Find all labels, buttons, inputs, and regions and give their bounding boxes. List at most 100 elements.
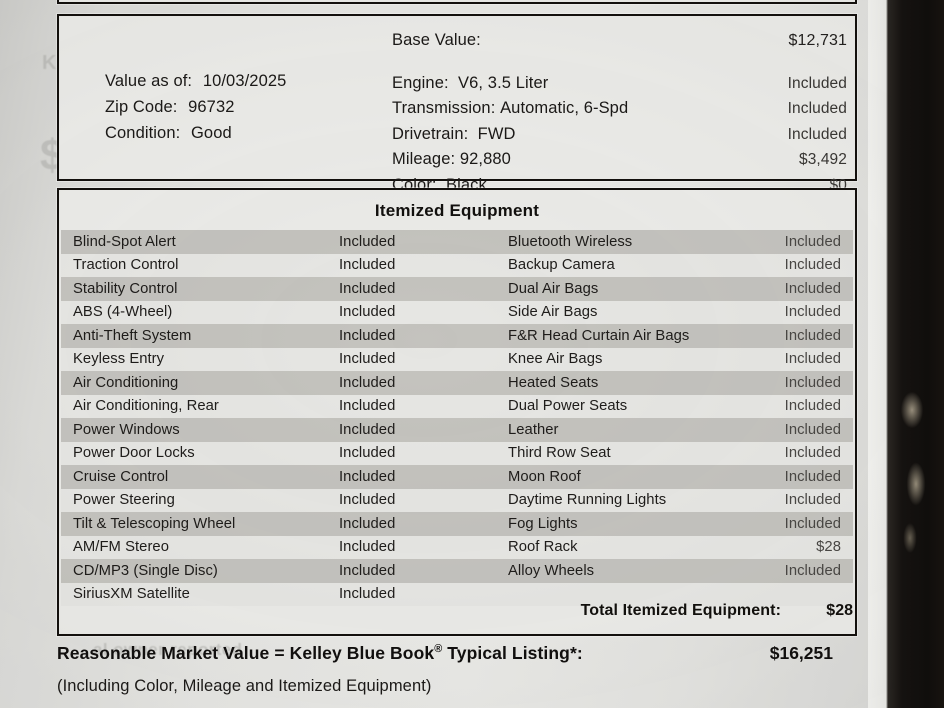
equipment-value-right: Included [784, 374, 841, 391]
base-value-label: Base Value: [392, 31, 481, 49]
equipment-value-right: Included [784, 351, 841, 368]
equipment-name-right: Bluetooth Wireless [508, 233, 633, 250]
equipment-value-right: Included [784, 492, 841, 509]
equipment-value-right: Included [784, 562, 841, 579]
value-as-of-value: 10/03/2025 [202, 72, 287, 90]
zip-code-label: Zip Code: [105, 98, 178, 116]
equipment-name-right: Moon Roof [508, 468, 581, 485]
equipment-value-left: Included [339, 233, 396, 250]
total-itemized-equipment-label: Total Itemized Equipment: [580, 602, 781, 619]
equipment-name-right: Leather [508, 421, 559, 438]
table-row: Power Windows Included Leather Included [61, 418, 853, 442]
equipment-value-right: Included [784, 468, 841, 485]
equipment-value-right: Included [784, 327, 841, 344]
equipment-value-right: Included [784, 233, 841, 250]
table-row: ABS (4-Wheel) Included Side Air Bags Includ… [61, 300, 853, 324]
valuation-parameters: Value as of: 10/03/2025 Zip Code: 96732 … [105, 68, 286, 146]
value-as-of-row: Value as of: 10/03/2025 [105, 68, 286, 94]
equipment-name-left: Tilt & Telescoping Wheel [73, 515, 236, 532]
equipment-value-left: Included [339, 398, 396, 415]
equipment-table: Blind-Spot Alert Included Bluetooth Wirele… [61, 230, 853, 606]
reasonable-market-value-row: Reasonable Market Value = Kelley Blue Bo… [57, 643, 857, 664]
base-value-amount: $12,731 [788, 32, 847, 49]
equipment-value-left: Included [339, 562, 396, 579]
condition-value: Good [191, 124, 232, 142]
equipment-name-left: Keyless Entry [73, 351, 165, 368]
equipment-value-left: Included [339, 445, 396, 462]
equipment-name-right: Alloy Wheels [508, 562, 595, 579]
table-row: Air Conditioning, Rear Included Dual Power… [61, 394, 853, 418]
engine-text: Engine: V6, 3.5 Liter [392, 73, 549, 92]
equipment-name-right: Side Air Bags [508, 304, 598, 321]
table-row: Power Door Locks Included Third Row Seat In… [61, 441, 853, 465]
equipment-value-left: Included [339, 351, 396, 368]
footer-note: (Including Color, Mileage and Itemized E… [57, 677, 432, 695]
zip-code-row: Zip Code: 96732 [105, 94, 286, 120]
equipment-name-left: Traction Control [73, 257, 179, 274]
table-row: Cruise Control Included Moon Roof Included [61, 465, 853, 489]
equipment-value-left: Included [339, 374, 396, 391]
equipment-value-right: Included [784, 398, 841, 415]
equipment-name-left: CD/MP3 (Single Disc) [73, 562, 218, 579]
equipment-value-left: Included [339, 421, 396, 438]
equipment-value-left: Included [339, 304, 396, 321]
engine-amount: Included [787, 74, 847, 92]
equipment-value-left: Included [339, 539, 396, 556]
equipment-value-left: Included [339, 257, 396, 274]
equipment-name-left: Power Windows [73, 421, 180, 438]
vehicle-detail-box: Value as of: 10/03/2025 Zip Code: 96732 … [57, 14, 857, 194]
equipment-name-right: Backup Camera [508, 257, 615, 274]
equipment-name-right: Daytime Running Lights [508, 492, 667, 509]
base-value-row: Base Value: $12,731 [392, 28, 847, 54]
equipment-name-right: F&R Head Curtain Air Bags [508, 327, 690, 344]
itemized-equipment-box: Itemized Equipment Blind-Spot Alert Inclu… [57, 188, 857, 636]
table-row: Anti-Theft System Included F&R Head Curtai… [61, 324, 853, 348]
equipment-value-left: Included [339, 280, 396, 297]
equipment-value-right: Included [784, 421, 841, 438]
transmission-row: Transmission: Automatic, 6-Spd Included [392, 96, 847, 122]
equipment-name-left: Cruise Control [73, 468, 169, 485]
drivetrain-text: Drivetrain: FWD [392, 124, 516, 143]
total-itemized-equipment-row: Total Itemized Equipment: $28 [61, 598, 853, 624]
itemized-equipment-title: Itemized Equipment [374, 201, 540, 220]
reasonable-market-value-label: Reasonable Market Value = Kelley Blue Bo… [57, 643, 583, 663]
clipped-section-above [57, 0, 857, 4]
value-as-of-label: Value as of: [105, 72, 193, 90]
vehicle-specs-and-values: Base Value: $12,731 Engine: V6, 3.5 Lite… [392, 28, 847, 198]
equipment-value-right: Included [784, 280, 841, 297]
equipment-name-left: Power Door Locks [73, 445, 195, 462]
condition-label: Condition: [105, 124, 181, 142]
equipment-name-left: ABS (4-Wheel) [73, 304, 173, 321]
zip-code-value: 96732 [188, 98, 235, 116]
equipment-value-right: Included [784, 445, 841, 462]
drivetrain-amount: Included [787, 125, 847, 143]
table-row: CD/MP3 (Single Disc) Included Alloy Wheels… [61, 559, 853, 583]
table-row: AM/FM Stereo Included Roof Rack $28 [61, 535, 853, 559]
equipment-value-left: Included [339, 492, 396, 509]
equipment-value-left: Included [339, 515, 396, 532]
total-itemized-equipment-value: $28 [826, 602, 853, 619]
reasonable-market-value-amount: $16,251 [769, 643, 833, 663]
footer: Reasonable Market Value = Kelley Blue Bo… [57, 643, 857, 696]
equipment-value-left: Included [339, 468, 396, 485]
equipment-name-left: Power Steering [73, 492, 175, 509]
table-row: Air Conditioning Included Heated Seats Incl… [61, 371, 853, 395]
equipment-name-left: Air Conditioning [73, 374, 179, 391]
table-row: Tilt & Telescoping Wheel Included Fog Ligh… [61, 512, 853, 536]
table-row: Blind-Spot Alert Included Bluetooth Wirele… [61, 230, 853, 254]
equipment-value-right: Included [784, 257, 841, 274]
equipment-name-right: Knee Air Bags [508, 351, 603, 368]
equipment-name-right: Roof Rack [508, 539, 578, 556]
equipment-name-right: Fog Lights [508, 515, 578, 532]
equipment-name-left: AM/FM Stereo [73, 539, 169, 556]
equipment-name-right: Third Row Seat [508, 445, 611, 462]
equipment-value-right: Included [784, 304, 841, 321]
mileage-text: Mileage: 92,880 [392, 150, 511, 168]
equipment-value-left: Included [339, 327, 396, 344]
equipment-name-right: Heated Seats [508, 374, 599, 391]
equipment-name-right: Dual Air Bags [508, 280, 599, 297]
engine-row: Engine: V6, 3.5 Liter Included [392, 71, 847, 97]
table-row: Keyless Entry Included Knee Air Bags Includ… [61, 347, 853, 371]
mileage-row: Mileage: 92,880 $3,492 [392, 147, 847, 173]
equipment-name-left: Anti-Theft System [73, 327, 192, 344]
